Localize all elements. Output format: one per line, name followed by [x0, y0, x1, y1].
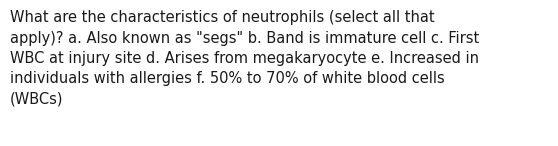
Text: What are the characteristics of neutrophils (select all that
apply)? a. Also kno: What are the characteristics of neutroph…	[10, 10, 479, 107]
